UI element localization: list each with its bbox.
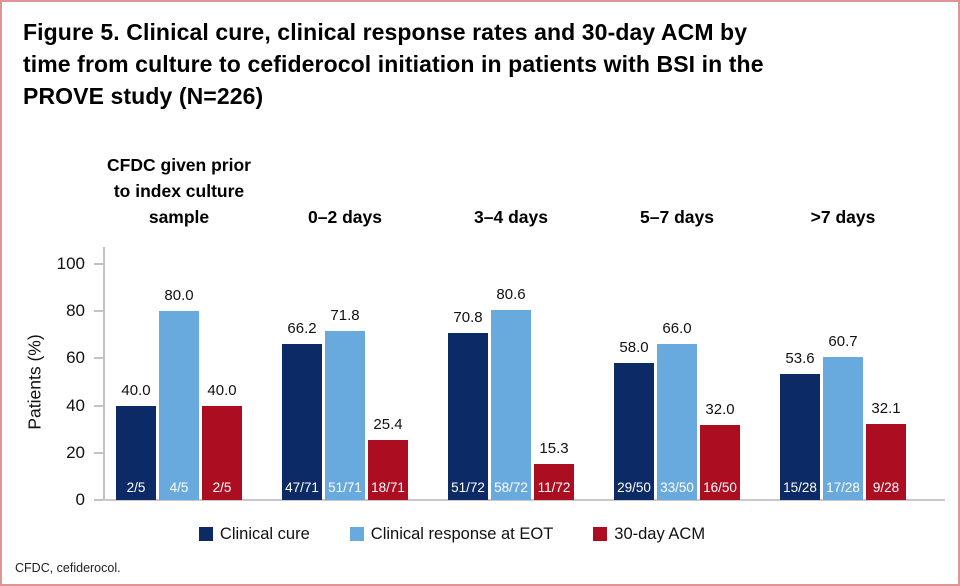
bar-group-4: 58.0 29/50 66.0 33/50 32.0 16/50: [614, 320, 740, 500]
legend-label: 30-day ACM: [614, 525, 706, 543]
bar-fraction-label: 33/50: [660, 480, 694, 495]
legend-item-clinical-response-at-eot: Clinical response at EOT: [349, 524, 554, 544]
legend: Clinical cure Clinical response at EOT 30-…: [2, 524, 902, 544]
bar-clinical-response-at-eot: 80.6 58/72: [491, 286, 531, 500]
bar-fraction-label: 29/50: [617, 480, 651, 495]
footnote: CFDC, cefiderocol.: [15, 561, 121, 575]
bar-30-day-acm: 32.0 16/50: [700, 401, 740, 500]
y-tick-label: 40: [66, 395, 85, 415]
bar-clinical-cure: 70.8 51/72: [448, 309, 488, 500]
bar-clinical-cure: 53.6 15/28: [780, 350, 820, 500]
category-label-row: CFDC given prior to index culture sample…: [105, 140, 945, 230]
bar-clinical-response-at-eot: 71.8 51/71: [325, 307, 365, 500]
bar-value-label: 66.0: [662, 320, 692, 338]
bar-value-label: 32.0: [705, 400, 735, 418]
bar-clinical-response-at-eot: 60.7 17/28: [823, 333, 863, 500]
bar-value-label: 58.0: [619, 339, 649, 357]
bar-clinical-cure: 58.0 29/50: [614, 339, 654, 500]
bar-clinical-response-at-eot: 66.0 33/50: [657, 320, 697, 500]
bar-value-label: 70.8: [453, 308, 483, 326]
x-axis-line: [95, 499, 945, 501]
bar-fraction-label: 47/71: [285, 480, 319, 495]
y-tick-mark: [94, 357, 103, 360]
bar-clinical-response-at-eot: 80.0 4/5: [159, 287, 199, 500]
category-label-1: CFDC given prior to index culture sample: [107, 155, 251, 227]
legend-swatch-icon: [198, 527, 213, 541]
bar-30-day-acm: 15.3 11/72: [534, 440, 574, 500]
category-label-4: 5–7 days: [640, 207, 714, 227]
bar-group-5: 53.6 15/28 60.7 17/28 32.1 9/28: [780, 333, 906, 500]
y-tick-mark: [94, 499, 103, 501]
bar-fraction-label: 15/28: [783, 480, 817, 495]
y-tick-mark: [94, 310, 103, 313]
bar-value-label: 80.6: [496, 285, 526, 303]
bar-value-label: 71.8: [330, 306, 360, 324]
bar-30-day-acm: 25.4 18/71: [368, 416, 408, 500]
y-tick-label: 100: [56, 254, 85, 273]
bar-clinical-cure: 66.2 47/71: [282, 320, 322, 500]
bar-value-label: 40.0: [207, 381, 237, 399]
bar-clinical-cure: 40.0 2/5: [116, 382, 156, 500]
bar-fraction-label: 2/5: [212, 480, 232, 495]
legend-item-30-day-acm: 30-day ACM: [593, 524, 705, 544]
y-tick-mark: [94, 263, 103, 265]
bar-value-label: 25.4: [373, 416, 403, 434]
y-tick-label: 0: [75, 490, 85, 509]
y-tick-label: 60: [66, 348, 85, 368]
bar-value-label: 66.2: [287, 319, 317, 337]
bar-value-label: 80.0: [164, 287, 194, 305]
bar-fraction-label: 4/5: [169, 480, 189, 495]
bar-value-label: 53.6: [785, 349, 815, 367]
legend-swatch-icon: [349, 527, 364, 541]
y-tick-mark: [94, 404, 103, 407]
figure-title: Figure 5. Clinical cure, clinical respon…: [23, 19, 764, 109]
bar-30-day-acm: 40.0 2/5: [202, 382, 242, 500]
bar-fraction-label: 51/71: [328, 480, 362, 495]
bar-fraction-label: 16/50: [703, 480, 737, 495]
bar-fraction-label: 18/71: [371, 480, 405, 495]
bar-group-2: 66.2 47/71 71.8 51/71 25.4 18/71: [282, 307, 408, 500]
bar-fraction-label: 51/72: [451, 480, 485, 495]
bar-group-1: 40.0 2/5 80.0 4/5 40.0 2/5: [116, 287, 242, 500]
bar-value-label: 60.7: [828, 332, 858, 350]
bar-value-label: 15.3: [539, 439, 569, 457]
y-tick-mark: [94, 451, 103, 454]
y-tick-label: 20: [66, 442, 85, 462]
bar-fraction-label: 9/28: [872, 480, 900, 495]
category-label-3: 3–4 days: [474, 207, 548, 227]
bar-group-3: 70.8 51/72 80.6 58/72 15.3 11/72: [448, 286, 574, 500]
category-label-5: >7 days: [810, 207, 876, 227]
y-tick-label: 80: [66, 301, 85, 321]
legend-item-clinical-cure: Clinical cure: [198, 524, 310, 544]
bar-value-label: 40.0: [121, 381, 151, 399]
legend-label: Clinical response at EOT: [370, 525, 554, 543]
plot-area: 0 20 40 60 80 100 40.0 2/5 80.0 4/5 40.0 2/5 66.2 47/…: [57, 247, 945, 509]
legend-label: Clinical cure: [219, 525, 310, 543]
bar-value-label: 32.1: [871, 400, 901, 418]
category-label-2: 0–2 days: [308, 207, 382, 227]
bar-fraction-label: 2/5: [126, 480, 146, 495]
legend-swatch-icon: [593, 527, 608, 541]
bar-fraction-label: 58/72: [494, 480, 528, 495]
bar-30-day-acm: 32.1 9/28: [866, 400, 906, 500]
y-axis-line: [103, 247, 105, 500]
bar-fraction-label: 17/28: [826, 480, 860, 495]
bar-fraction-label: 11/72: [537, 480, 571, 495]
